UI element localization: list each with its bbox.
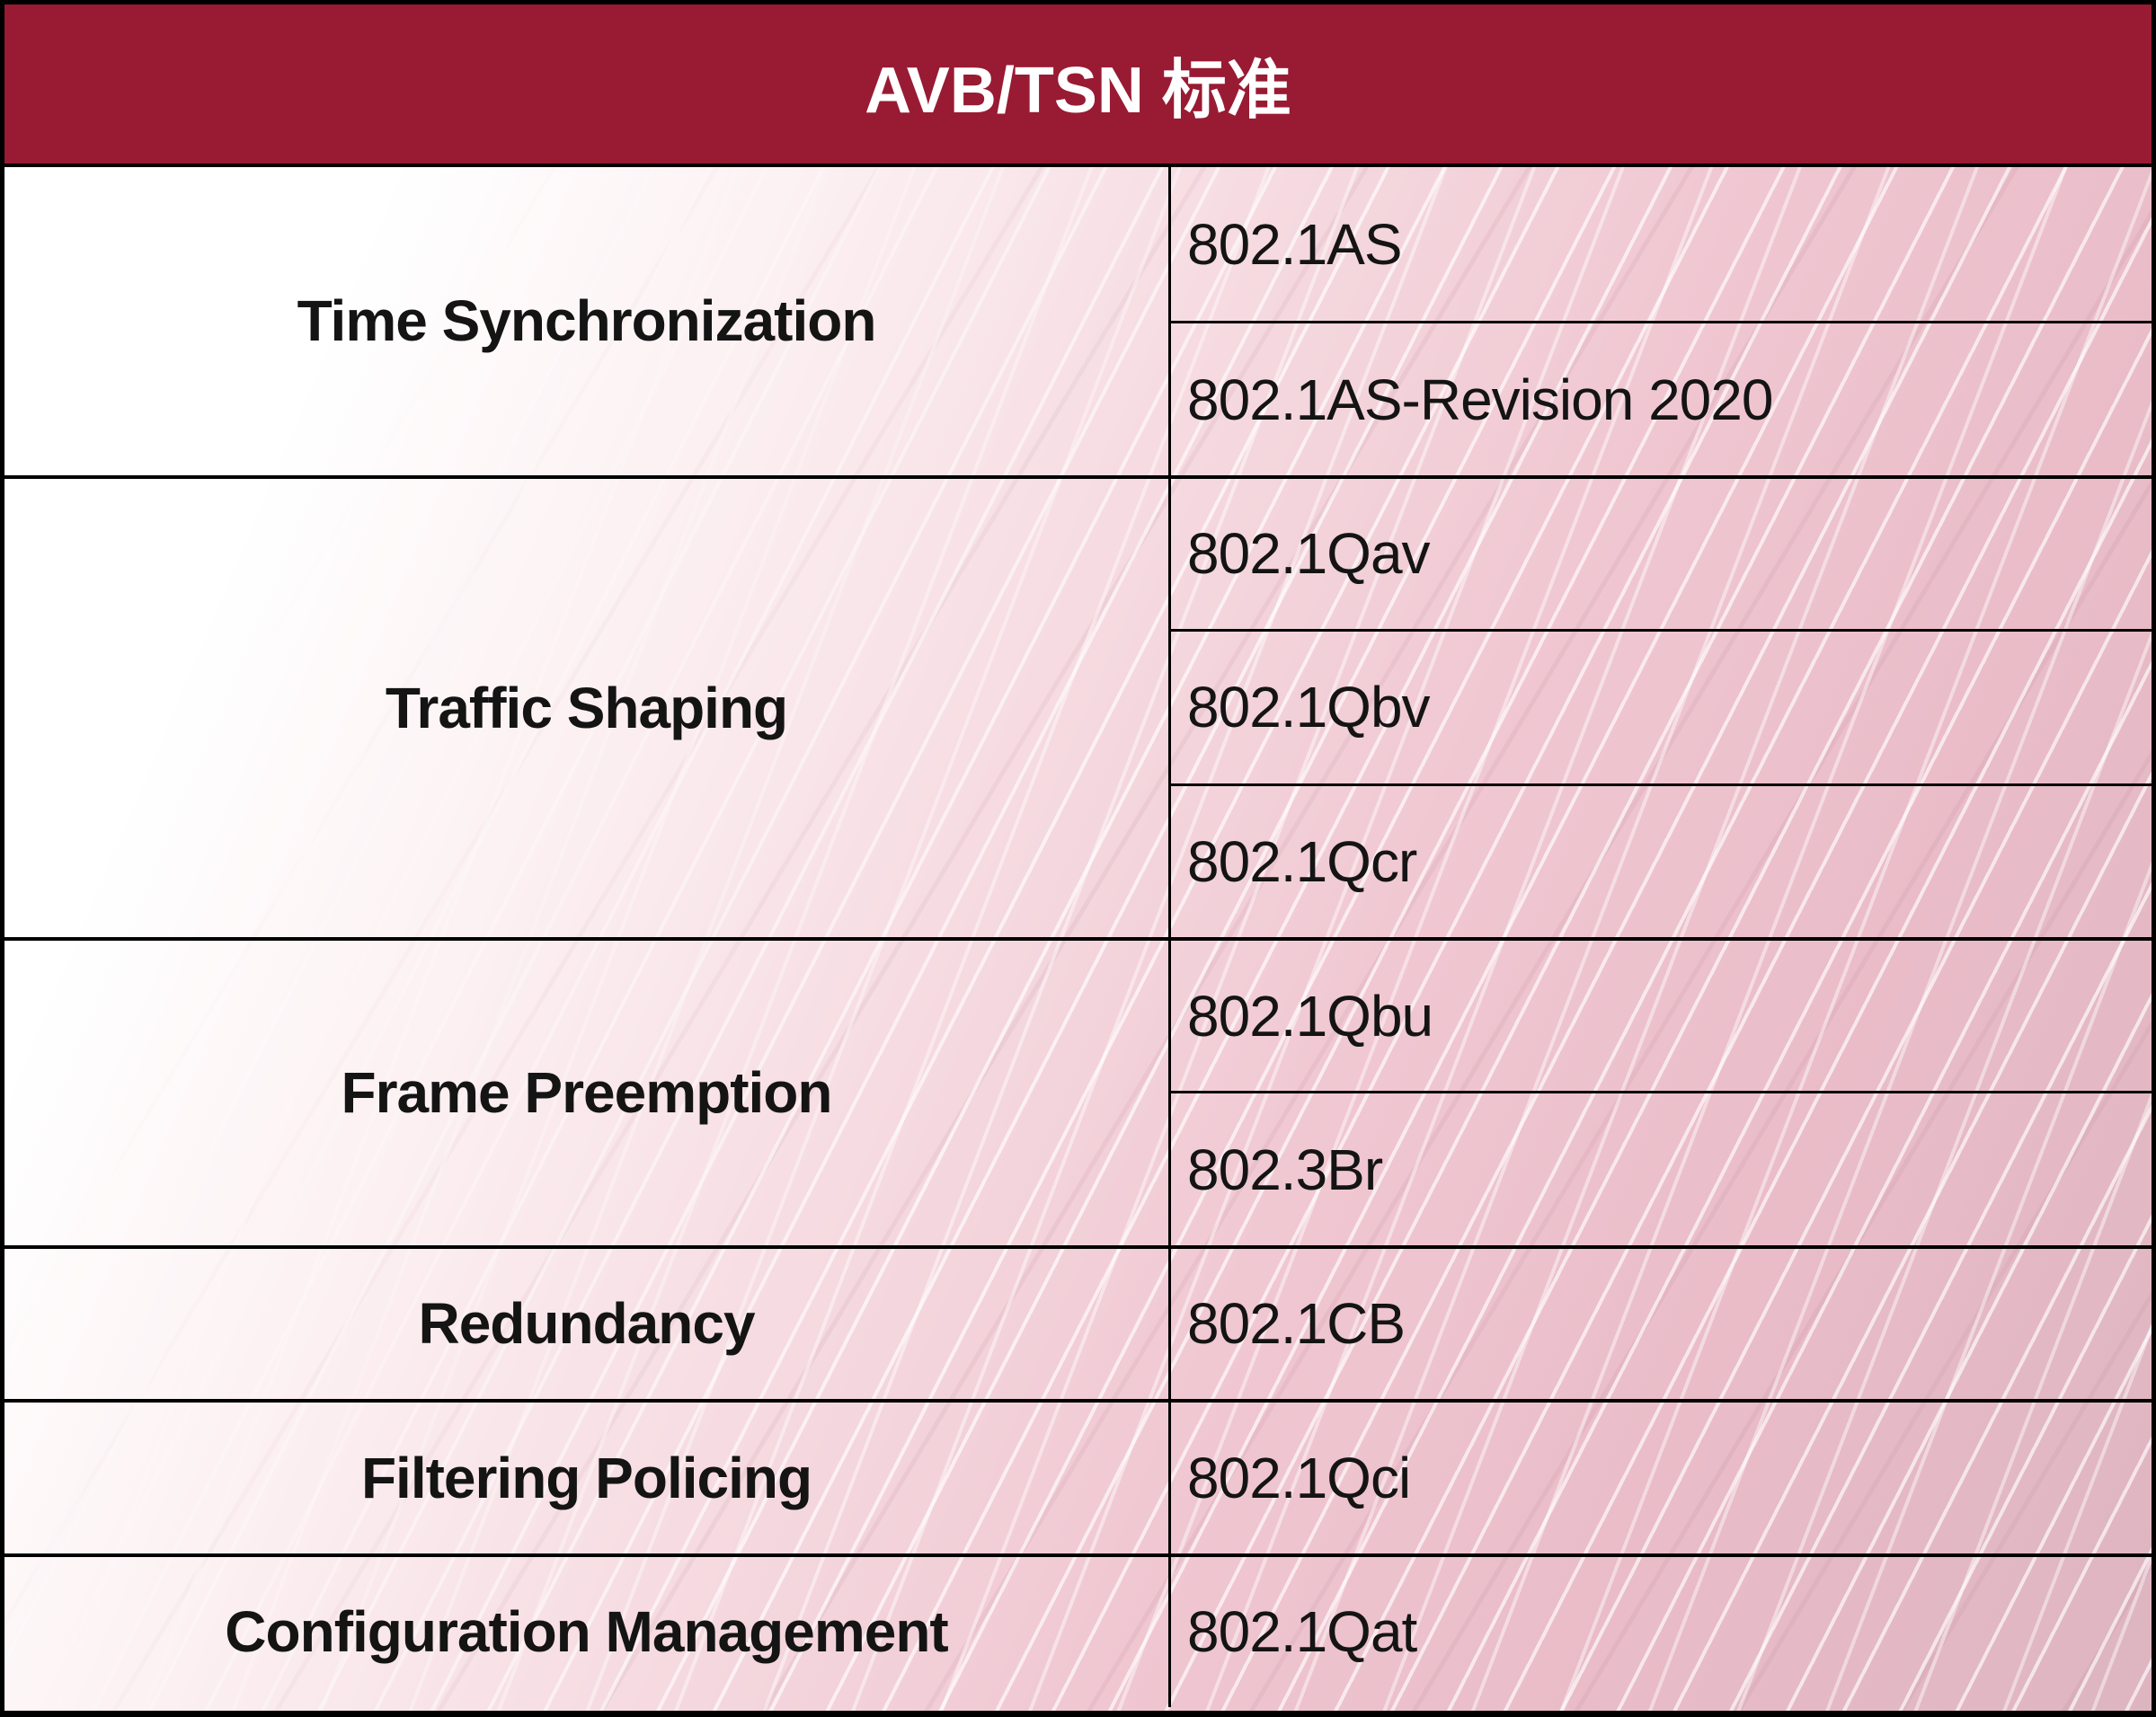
standard-cell-8021qat: 802.1Qat <box>1168 1553 2152 1707</box>
category-cell-configuration-management: Configuration Management <box>4 1553 1168 1707</box>
category-cell-redundancy: Redundancy <box>4 1244 1168 1399</box>
standard-cell-8023br: 802.3Br <box>1168 1091 2152 1245</box>
standard-cell-8021qci: 802.1Qci <box>1168 1399 2152 1553</box>
standard-cell-8021cb: 802.1CB <box>1168 1244 2152 1400</box>
table-header: AVB/TSN 标准 <box>4 4 2152 167</box>
table-title: AVB/TSN 标准 <box>865 55 1291 127</box>
standard-cell-8021qav: 802.1Qav <box>1168 474 2152 630</box>
standard-cell-8021qbv: 802.1Qbv <box>1168 629 2152 783</box>
category-cell-time-synchronization: Time Synchronization <box>297 288 877 354</box>
standard-cell-8021qcr: 802.1Qcr <box>1168 783 2152 937</box>
standard-cell-8021as: 802.1AS <box>1168 167 2152 322</box>
table-body: Time Synchronization Traffic Shaping Fra… <box>4 167 2152 1707</box>
standard-cell-8021as-revision-2020: 802.1AS-Revision 2020 <box>1168 321 2152 475</box>
category-cell-frame-preemption: Frame Preemption <box>4 936 1168 1245</box>
standard-cell-8021qbu: 802.1Qbu <box>1168 936 2152 1092</box>
category-cell-traffic-shaping: Traffic Shaping <box>4 474 1168 937</box>
category-cell-filtering-policing: Filtering Policing <box>4 1399 1168 1553</box>
